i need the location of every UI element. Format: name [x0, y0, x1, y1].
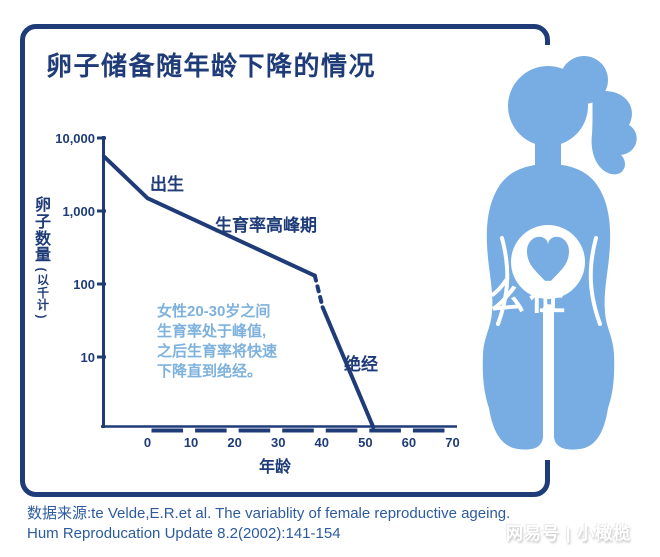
svg-text:20: 20	[227, 435, 241, 450]
note-paragraph: 女性20-30岁之间 生育率处于峰值, 之后生育率将快速 下降直到绝经。	[157, 302, 277, 382]
y-axis-label-char: 数	[34, 230, 51, 248]
watermark-overlay: 么征	[489, 276, 570, 317]
pregnant-woman-icon	[482, 56, 637, 450]
svg-text:60: 60	[402, 435, 416, 450]
svg-text:1,000: 1,000	[62, 204, 95, 219]
svg-text:40: 40	[315, 435, 329, 450]
y-axis-label-char: 子	[34, 213, 51, 231]
y-axis-label: 卵子数量 (以千计)	[30, 197, 56, 321]
page-title: 卵子储备随年龄下降的情况	[46, 51, 377, 81]
note-line: 下降直到绝经。	[157, 363, 263, 380]
y-axis-label-char: 以	[36, 273, 49, 288]
head	[508, 66, 588, 146]
source-line-1: 数据来源:te Velde,E.R.et al. The variablity …	[27, 505, 511, 522]
svg-text:50: 50	[358, 435, 372, 450]
y-axis-label-char: 千	[36, 285, 49, 300]
y-axis-label-char: 计	[36, 298, 49, 313]
note-line: 之后生育率将快速	[157, 343, 278, 360]
svg-text:10: 10	[184, 435, 198, 450]
y-axis-label-char: )	[34, 314, 49, 319]
y-axis-label-char: 卵	[34, 197, 51, 214]
heart-icon	[527, 236, 569, 284]
svg-text:10: 10	[81, 350, 95, 365]
source-line-2: Hum Reproducation Update 8.2(2002):141-1…	[27, 525, 341, 542]
svg-text:100: 100	[73, 277, 95, 292]
neck	[535, 134, 561, 170]
svg-text:70: 70	[445, 435, 459, 450]
arm-line-right	[588, 236, 602, 326]
annotation-menopause: 绝经	[344, 355, 378, 374]
annotation-birth: 出生	[150, 175, 184, 194]
y-axis-label-char: (	[34, 267, 49, 272]
annotation-fertility-peak: 生育率高峰期	[215, 216, 317, 235]
y-axis-label-char: 量	[34, 247, 51, 265]
arm-line-left	[496, 236, 510, 326]
ponytail	[591, 90, 637, 175]
note-line: 生育率处于峰值,	[157, 323, 267, 340]
x-axis-label: 年龄	[258, 459, 291, 476]
svg-text:10,000: 10,000	[55, 131, 95, 146]
body	[482, 164, 615, 450]
svg-text:0: 0	[144, 435, 151, 450]
svg-text:30: 30	[271, 435, 285, 450]
note-line: 女性20-30岁之间	[157, 303, 271, 320]
watermark-credit: 网易号 | 小橄榄	[506, 524, 632, 543]
data-source: 数据来源:te Velde,E.R.et al. The variablity …	[27, 504, 510, 544]
